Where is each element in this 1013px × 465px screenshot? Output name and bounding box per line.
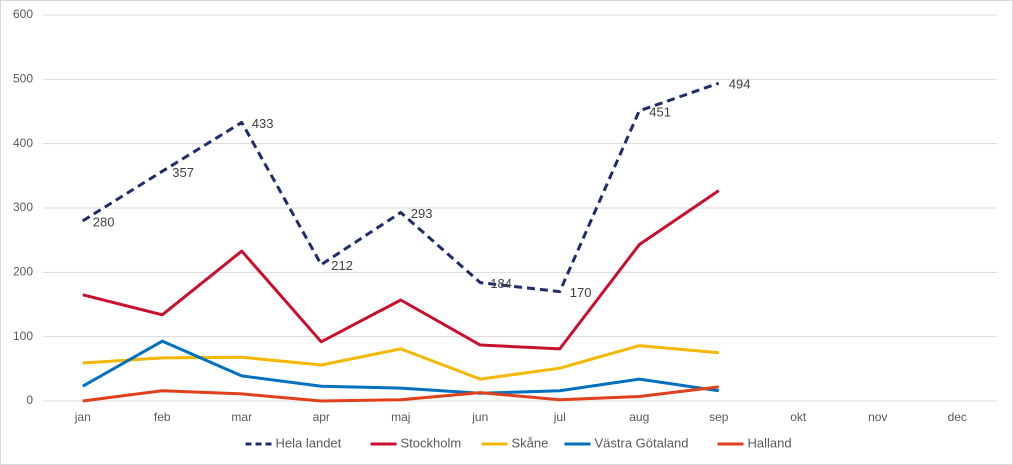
line-series (82, 189, 720, 351)
y-tick-label: 200 (13, 265, 33, 279)
data-label: 433 (252, 116, 274, 131)
x-tick-label: sep (709, 410, 729, 424)
line-series (82, 339, 719, 395)
data-label: 184 (490, 276, 512, 291)
legend-label: Skåne (512, 435, 549, 450)
line-series (81, 81, 720, 294)
data-label: 357 (172, 165, 194, 180)
data-label: 170 (570, 285, 592, 300)
legend-label: Stockholm (401, 435, 462, 450)
x-tick-label: maj (391, 410, 410, 424)
legend-label: Hela landet (276, 435, 342, 450)
x-tick-label: apr (313, 410, 330, 424)
y-tick-label: 600 (13, 7, 33, 21)
legend-label: Halland (748, 435, 792, 450)
data-label: 293 (411, 206, 433, 221)
x-tick-label: jun (471, 410, 488, 424)
x-tick-label: mar (231, 410, 252, 424)
x-tick-label: aug (629, 410, 649, 424)
x-tick-label: feb (154, 410, 171, 424)
y-tick-label: 500 (13, 72, 33, 86)
data-label: 212 (331, 258, 353, 273)
line-series (82, 385, 719, 403)
x-tick-label: nov (868, 410, 887, 424)
line-series (82, 344, 719, 381)
x-tick-label: jan (74, 410, 91, 424)
data-label: 280 (93, 214, 115, 229)
y-tick-label: 0 (26, 393, 33, 407)
data-label: 494 (729, 77, 751, 92)
x-tick-label: jul (553, 410, 566, 424)
y-tick-label: 100 (13, 329, 33, 343)
y-tick-label: 400 (13, 136, 33, 150)
x-tick-label: okt (790, 410, 807, 424)
data-label: 451 (649, 104, 671, 119)
y-tick-label: 300 (13, 200, 33, 214)
legend-label: Västra Götaland (595, 435, 689, 450)
x-tick-label: dec (948, 410, 967, 424)
